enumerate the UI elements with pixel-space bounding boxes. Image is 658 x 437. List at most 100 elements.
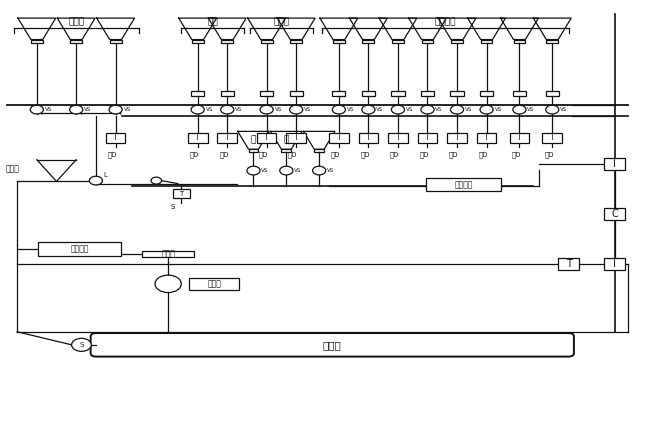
Circle shape	[290, 105, 303, 114]
Bar	[173, 189, 190, 198]
Text: 白灰石: 白灰石	[273, 17, 290, 26]
Bar	[418, 133, 438, 143]
Circle shape	[109, 105, 122, 114]
Text: 配D: 配D	[511, 151, 521, 158]
Bar	[422, 40, 434, 43]
Text: 配矿槽: 配矿槽	[161, 250, 175, 259]
Bar	[191, 91, 204, 96]
Text: T: T	[550, 133, 555, 142]
Bar	[426, 178, 501, 191]
Text: VS: VS	[436, 107, 443, 112]
Bar	[70, 40, 82, 43]
Text: 配D: 配D	[288, 151, 297, 158]
Bar	[509, 133, 529, 143]
Bar	[546, 40, 558, 43]
Text: 配D: 配D	[544, 151, 554, 158]
Text: VS: VS	[406, 107, 413, 112]
Circle shape	[480, 105, 493, 114]
Text: 混灼机: 混灼机	[207, 279, 221, 288]
Bar	[38, 243, 120, 256]
Text: 石灰石: 石灰石	[68, 17, 84, 26]
Text: VS: VS	[235, 107, 242, 112]
Text: 配D: 配D	[331, 151, 340, 158]
Circle shape	[191, 105, 204, 114]
Bar	[332, 91, 345, 96]
Circle shape	[362, 105, 375, 114]
Bar	[217, 133, 237, 143]
Text: VS: VS	[304, 107, 311, 112]
Text: 中间槽: 中间槽	[6, 164, 20, 173]
Text: VS: VS	[527, 107, 534, 112]
Text: 一次配料: 一次配料	[455, 180, 473, 190]
Circle shape	[89, 176, 103, 185]
Bar	[190, 278, 239, 289]
Text: 配D: 配D	[259, 151, 268, 158]
Circle shape	[260, 105, 273, 114]
Bar	[220, 91, 234, 96]
Bar	[333, 40, 345, 43]
Text: VS: VS	[124, 107, 131, 112]
Text: VS: VS	[465, 107, 472, 112]
Bar	[604, 258, 625, 271]
Text: T: T	[195, 133, 200, 142]
Circle shape	[421, 105, 434, 114]
Text: 各种矿粉: 各种矿粉	[435, 17, 456, 26]
Bar	[542, 133, 562, 143]
Circle shape	[72, 338, 91, 351]
Bar	[447, 133, 467, 143]
Bar	[329, 133, 349, 143]
Text: VS: VS	[327, 168, 334, 173]
Bar	[260, 91, 273, 96]
Text: VS: VS	[45, 107, 52, 112]
Text: I: I	[613, 259, 616, 269]
Bar	[558, 258, 579, 271]
Text: 矿: 矿	[284, 135, 289, 145]
Text: VS: VS	[376, 107, 384, 112]
Bar	[188, 133, 207, 143]
Bar	[451, 91, 464, 96]
Text: T: T	[455, 133, 459, 142]
Bar	[110, 40, 122, 43]
Text: VS: VS	[205, 107, 213, 112]
Text: 配D: 配D	[219, 151, 229, 158]
Circle shape	[313, 166, 326, 175]
Text: VS: VS	[494, 107, 501, 112]
Text: VS: VS	[84, 107, 91, 112]
Text: VS: VS	[347, 107, 354, 112]
Text: T: T	[336, 133, 341, 142]
Bar	[142, 251, 194, 257]
Text: T: T	[294, 133, 299, 142]
Circle shape	[247, 166, 260, 175]
Bar	[513, 91, 526, 96]
Text: VS: VS	[274, 107, 282, 112]
Text: S: S	[170, 204, 175, 210]
Text: 焦粉: 焦粉	[207, 17, 218, 26]
Bar	[421, 91, 434, 96]
Text: VS: VS	[560, 107, 567, 112]
Text: 配D: 配D	[190, 151, 199, 158]
Circle shape	[451, 105, 464, 114]
Text: 配D: 配D	[390, 151, 399, 158]
Bar	[290, 40, 302, 43]
Bar	[604, 208, 625, 220]
Bar	[388, 133, 408, 143]
Text: 返: 返	[251, 135, 256, 145]
Bar	[31, 40, 43, 43]
Text: T: T	[566, 259, 572, 269]
Text: 二次配料: 二次配料	[70, 244, 89, 253]
Text: 烧结机: 烧结机	[323, 340, 342, 350]
Text: 配D: 配D	[361, 151, 370, 158]
Bar	[480, 91, 493, 96]
Text: T: T	[179, 191, 184, 197]
Text: T: T	[425, 133, 430, 142]
Text: L: L	[104, 172, 108, 178]
Circle shape	[513, 105, 526, 114]
Bar	[359, 133, 378, 143]
Bar	[477, 133, 496, 143]
Text: T: T	[484, 133, 489, 142]
Text: 配D: 配D	[449, 151, 459, 158]
Circle shape	[30, 105, 43, 114]
Text: S: S	[79, 342, 84, 348]
Text: T: T	[366, 133, 370, 142]
Bar	[106, 133, 126, 143]
